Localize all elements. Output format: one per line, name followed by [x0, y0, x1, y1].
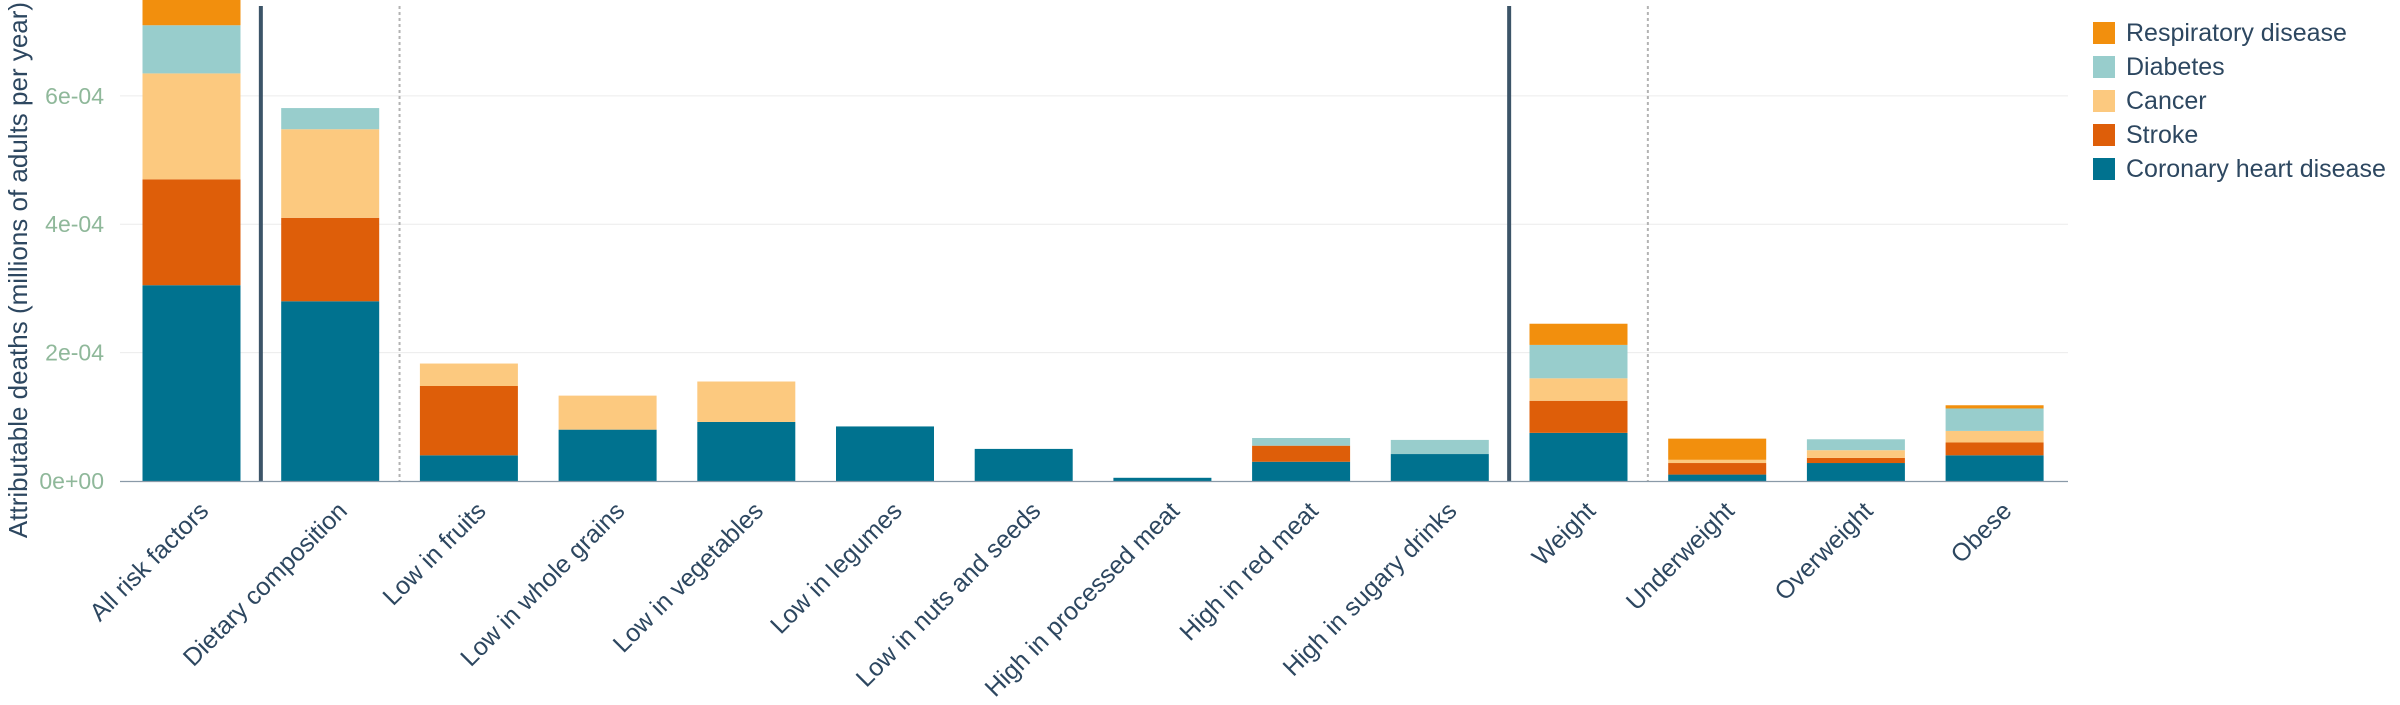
y-axis-title: Attributable deaths (millions of adults … [3, 2, 33, 538]
bar-segment-cancer [558, 395, 657, 430]
bar-segment-coronary-heart-disease [142, 285, 241, 481]
bar-stack-underweight [1668, 438, 1767, 481]
legend-item-respiratory-disease: Respiratory disease [2093, 19, 2347, 47]
bar-segment-coronary-heart-disease [558, 429, 657, 481]
bar-segment-diabetes [1529, 344, 1628, 379]
gridlines [120, 95, 2068, 354]
x-tick-label: Overweight [1769, 497, 1878, 606]
bar-stack-high-in-sugary-drinks [1390, 439, 1489, 481]
legend-swatch [2093, 90, 2115, 112]
bar-segment-stroke [1945, 442, 2044, 456]
bar-segment-respiratory-disease [142, 0, 241, 26]
bar-stack-high-in-red-meat [1252, 437, 1351, 481]
bar-segment-cancer [697, 381, 796, 422]
bar-segment-coronary-heart-disease [1806, 463, 1905, 481]
legend-swatch [2093, 56, 2115, 78]
bar-segment-coronary-heart-disease [836, 426, 934, 481]
legend-item-coronary-heart-disease: Coronary heart disease [2093, 155, 2386, 183]
bar-stack-low-in-fruits [419, 363, 518, 481]
bar-stack-weight [1529, 323, 1628, 481]
bar-segment-coronary-heart-disease [1252, 461, 1351, 481]
y-tick-label: 4e-04 [45, 211, 104, 237]
bars [142, 0, 2044, 481]
bar-segment-respiratory-disease [1529, 323, 1628, 345]
bar-segment-cancer [1529, 378, 1628, 401]
bar-segment-cancer [1668, 459, 1767, 464]
legend-item-cancer: Cancer [2093, 87, 2207, 115]
bar-stack-low-in-whole-grains [558, 395, 657, 481]
bar-stack-low-in-nuts-and-seeds [974, 448, 1073, 481]
legend-label: Respiratory disease [2126, 19, 2347, 47]
legend-label: Diabetes [2126, 53, 2225, 81]
bar-segment-stroke [1252, 445, 1351, 462]
legend-swatch [2093, 124, 2115, 146]
bar-segment-diabetes [1390, 439, 1489, 455]
bar-segment-stroke [1668, 463, 1767, 475]
y-tick-label: 6e-04 [45, 83, 104, 109]
group-separators [258, 6, 1649, 481]
bar-segment-coronary-heart-disease [281, 301, 380, 481]
y-tick-label: 2e-04 [45, 340, 104, 366]
bar-stack-low-in-legumes [836, 426, 934, 481]
legend-item-stroke: Stroke [2093, 121, 2198, 149]
bar-segment-cancer [1806, 450, 1905, 458]
x-tick-label: Low in fruits [377, 497, 491, 611]
bar-segment-diabetes [1252, 437, 1351, 446]
bar-segment-respiratory-disease [1668, 438, 1767, 460]
legend: Respiratory disease Diabetes Cancer Stroke C… [2093, 19, 2386, 183]
bar-stack-low-in-vegetables [697, 381, 796, 481]
bar-segment-cancer [1945, 430, 2044, 443]
bar-segment-cancer [142, 73, 241, 180]
bar-segment-diabetes [1945, 408, 2044, 431]
x-tick-label: Weight [1527, 497, 1602, 572]
x-tick-label: Obese [1945, 497, 2017, 569]
bar-stack-overweight [1806, 439, 1905, 481]
bar-stack-all-risk-factors [142, 0, 241, 481]
bar-segment-coronary-heart-disease [1113, 477, 1212, 481]
bar-segment-coronary-heart-disease [1668, 474, 1767, 481]
bar-segment-coronary-heart-disease [1529, 432, 1628, 481]
bar-stack-dietary-composition [281, 108, 380, 481]
bar-segment-cancer [281, 129, 380, 218]
bar-segment-stroke [281, 217, 380, 302]
bar-segment-cancer [419, 363, 518, 386]
legend-label: Cancer [2126, 87, 2207, 115]
bar-segment-stroke [1806, 457, 1905, 464]
bar-segment-diabetes [142, 25, 241, 74]
legend-swatch [2093, 158, 2115, 180]
bar-segment-respiratory-disease [1945, 405, 2044, 409]
bar-stack-high-in-processed-meat [1113, 477, 1212, 481]
bar-segment-stroke [419, 386, 518, 456]
bar-segment-coronary-heart-disease [419, 455, 518, 481]
bar-segment-stroke [1529, 400, 1628, 433]
bar-stack-obese [1945, 405, 2044, 481]
bar-segment-coronary-heart-disease [974, 448, 1073, 481]
legend-label: Coronary heart disease [2126, 155, 2386, 183]
y-tick-label: 0e+00 [39, 468, 104, 494]
x-tick-label: High in red meat [1174, 497, 1324, 647]
bar-segment-diabetes [1806, 439, 1905, 451]
bar-segment-diabetes [281, 108, 380, 130]
legend-label: Stroke [2126, 121, 2198, 149]
x-tick-label: Underweight [1621, 497, 1740, 616]
bar-segment-coronary-heart-disease [697, 421, 796, 481]
x-tick-label: All risk factors [84, 497, 214, 627]
bar-segment-coronary-heart-disease [1390, 454, 1489, 481]
bar-segment-coronary-heart-disease [1945, 455, 2044, 481]
legend-item-diabetes: Diabetes [2093, 53, 2225, 81]
legend-swatch [2093, 22, 2115, 44]
x-tick-label: Low in vegetables [608, 497, 769, 658]
bar-segment-stroke [142, 179, 241, 286]
x-tick-label: Low in legumes [765, 497, 908, 640]
